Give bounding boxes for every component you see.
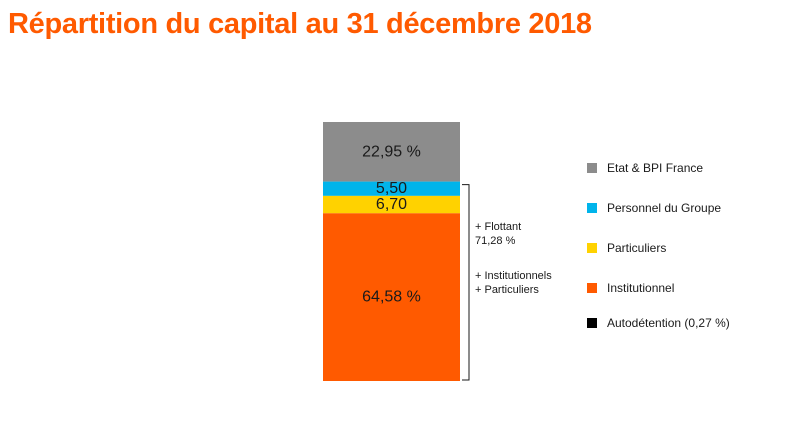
annotation-flottant-line-1: + Flottant — [475, 221, 521, 233]
legend-item-institutionnel: Institutionnel — [587, 278, 730, 298]
legend-item-etat-bpi: Etat & BPI France — [587, 158, 730, 178]
flottant-bracket — [462, 184, 470, 381]
legend-swatch — [587, 163, 597, 173]
bar-segments — [323, 122, 460, 381]
page-title: Répartition du capital au 31 décembre 20… — [8, 8, 592, 40]
legend-swatch — [587, 318, 597, 328]
data-label-particuliers: 6,70 — [376, 196, 407, 213]
legend-label: Autodétention (0,27 %) — [607, 316, 730, 330]
bar-segment-personnel-du-groupe — [323, 181, 460, 196]
legend-label: Personnel du Groupe — [607, 201, 722, 215]
data-label-institutionnel: 64,58 % — [362, 289, 421, 306]
annotation-flottant-line-2: 71,28 % — [475, 235, 516, 247]
legend-item-personnel: Personnel du Groupe — [587, 198, 730, 218]
data-label-etat-bpi-france: 22,95 % — [362, 143, 421, 160]
segment-labels: 22,95 % 5,506,70 64,58 % — [362, 143, 421, 305]
legend: Etat & BPI France Personnel du Groupe Pa… — [587, 158, 730, 353]
annotation-institutionnels: + Institutionnels + Particuliers — [475, 270, 555, 296]
bar-segment-institutionnel — [323, 213, 460, 381]
legend-label: Etat & BPI France — [607, 161, 704, 175]
data-label-personnel-du-groupe: 5,50 — [376, 180, 407, 197]
annotation-institutionnels-line-2: + Particuliers — [475, 284, 539, 296]
bar-segment-etat-bpi-france — [323, 122, 460, 182]
legend-swatch — [587, 243, 597, 253]
annotation-institutionnels-line-1: + Institutionnels — [475, 270, 552, 282]
legend-item-autodetention: Autodétention (0,27 %) — [587, 313, 730, 333]
annotation-flottant: + Flottant 71,28 % — [475, 221, 524, 247]
legend-label: Particuliers — [607, 241, 667, 255]
legend-label: Institutionnel — [607, 281, 675, 295]
bar-segment-particuliers — [323, 195, 460, 214]
legend-item-particuliers: Particuliers — [587, 238, 730, 258]
legend-swatch — [587, 203, 597, 213]
legend-swatch — [587, 283, 597, 293]
